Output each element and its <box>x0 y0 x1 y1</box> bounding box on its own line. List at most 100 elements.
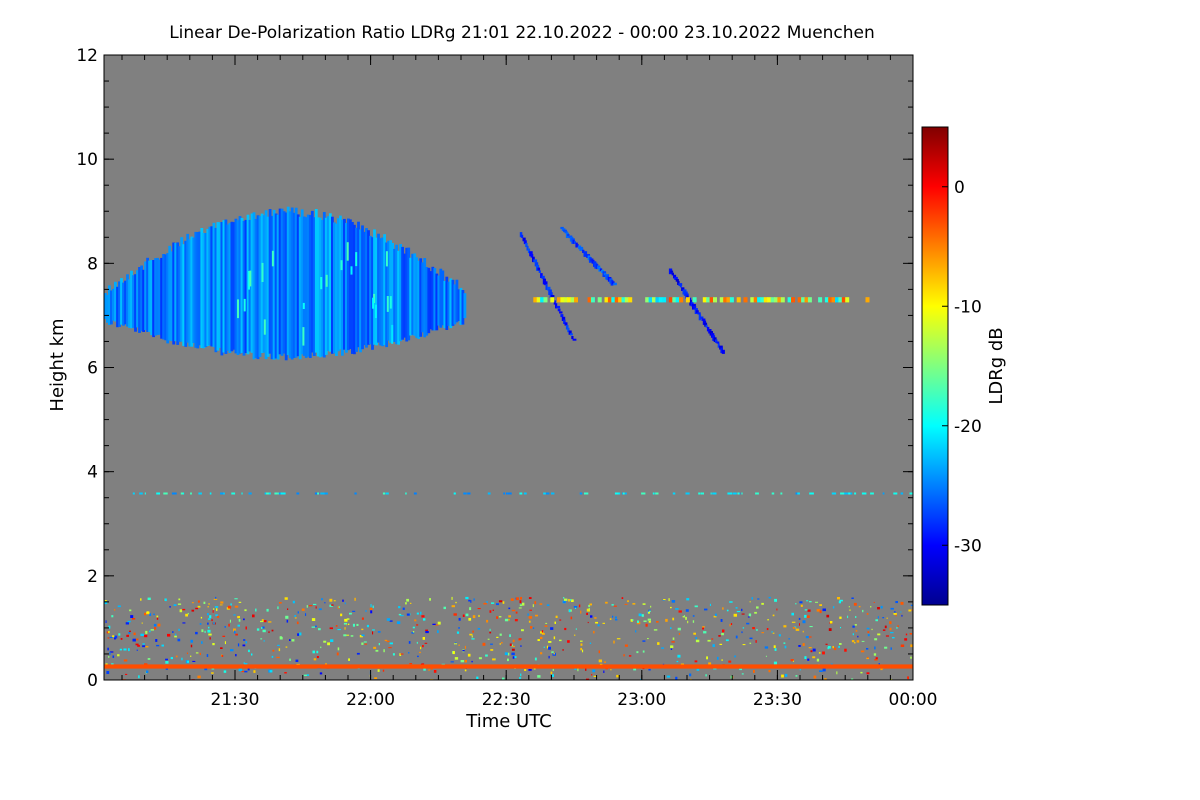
aerosol-speck <box>405 492 407 495</box>
noise-pixel <box>675 608 679 610</box>
noise-pixel <box>550 627 554 630</box>
noise-pixel <box>637 620 639 623</box>
feature-near-range-overlap <box>104 664 913 669</box>
noise-pixel <box>504 652 508 656</box>
noise-pixel <box>768 596 771 599</box>
noise-pixel <box>287 608 289 610</box>
layer-segment <box>536 297 541 303</box>
cloud-texture <box>340 260 343 271</box>
noise-pixel <box>510 598 514 601</box>
cloud-column <box>403 253 407 338</box>
cloud-column <box>389 240 392 343</box>
layer-segment <box>757 297 762 303</box>
streak-segment <box>712 335 716 341</box>
noise-pixel <box>498 600 503 603</box>
noise-pixel <box>798 645 801 647</box>
noise-pixel <box>136 638 139 641</box>
noise-pixel <box>804 656 807 659</box>
noise-pixel <box>788 638 791 640</box>
noise-pixel <box>420 611 422 615</box>
noise-pixel <box>755 640 757 643</box>
noise-pixel <box>855 630 858 632</box>
noise-pixel <box>252 614 255 618</box>
noise-pixel <box>761 602 764 605</box>
aerosol-speck <box>732 492 737 495</box>
cloud-column <box>286 206 290 356</box>
noise-pixel <box>672 617 675 621</box>
streak-segment <box>563 319 566 324</box>
streak-segment <box>598 267 601 272</box>
noise-pixel <box>792 626 796 629</box>
noise-pixel <box>316 650 319 654</box>
noise-pixel <box>486 601 488 603</box>
noise-pixel <box>798 617 801 620</box>
cloud-column <box>459 287 463 325</box>
aerosol-speck <box>654 492 656 495</box>
cloud-column <box>166 253 170 344</box>
noise-pixel <box>911 609 913 611</box>
cloud-column <box>322 212 326 358</box>
noise-pixel <box>507 658 509 662</box>
streak-segment <box>541 275 545 279</box>
noise-pixel <box>155 639 158 642</box>
cloud-texture <box>261 262 264 282</box>
noise-pixel <box>847 615 849 619</box>
noise-pixel <box>544 625 548 627</box>
noise-pixel <box>195 631 198 635</box>
aerosol-speck <box>413 492 417 495</box>
noise-pixel <box>818 652 821 654</box>
noise-pixel <box>278 648 281 652</box>
streak-segment <box>523 240 527 245</box>
noise-pixel <box>766 628 769 631</box>
noise-pixel <box>595 621 598 624</box>
noise-pixel <box>201 641 203 644</box>
noise-pixel <box>678 633 681 635</box>
noise-pixel <box>247 668 250 671</box>
aerosol-speck <box>584 492 589 495</box>
x-tick-label: 23:30 <box>753 690 802 710</box>
noise-pixel <box>271 655 274 658</box>
noise-pixel <box>190 639 193 643</box>
cloud-column <box>168 245 172 341</box>
cloud-column <box>194 231 198 348</box>
noise-pixel <box>822 668 826 672</box>
noise-pixel <box>559 619 562 621</box>
noise-pixel <box>144 634 148 638</box>
noise-pixel <box>857 635 859 638</box>
noise-pixel <box>680 663 684 666</box>
noise-pixel <box>455 601 457 604</box>
noise-pixel <box>511 644 513 647</box>
y-tick-label: 2 <box>87 567 98 587</box>
cloud-texture <box>249 270 252 287</box>
noise-pixel <box>553 653 555 655</box>
cloud-column <box>395 244 398 345</box>
layer-segment <box>628 297 633 303</box>
cloud-column <box>224 219 228 354</box>
cloud-texture <box>355 252 358 267</box>
noise-pixel <box>286 619 289 623</box>
noise-pixel <box>471 638 475 640</box>
noise-pixel <box>829 621 833 624</box>
aerosol-speck <box>848 492 853 495</box>
noise-pixel <box>221 655 224 657</box>
noise-pixel <box>904 638 908 641</box>
cloud-texture <box>248 271 250 290</box>
aerosol-speck <box>223 492 225 495</box>
noise-pixel <box>167 633 171 637</box>
cloud-column <box>142 269 145 332</box>
noise-pixel <box>808 636 812 638</box>
cloud-column <box>156 257 159 335</box>
aerosol-speck <box>139 492 143 495</box>
cloud-column <box>365 228 368 348</box>
noise-pixel <box>774 648 777 651</box>
cloud-column <box>228 222 232 353</box>
noise-pixel <box>877 616 879 619</box>
noise-pixel <box>597 624 600 627</box>
noise-pixel <box>145 630 148 634</box>
cloud-column <box>353 224 356 355</box>
noise-pixel <box>297 611 299 614</box>
layer-segment <box>607 297 612 303</box>
noise-pixel <box>507 619 510 621</box>
noise-pixel <box>423 667 426 671</box>
noise-pixel <box>570 599 574 602</box>
